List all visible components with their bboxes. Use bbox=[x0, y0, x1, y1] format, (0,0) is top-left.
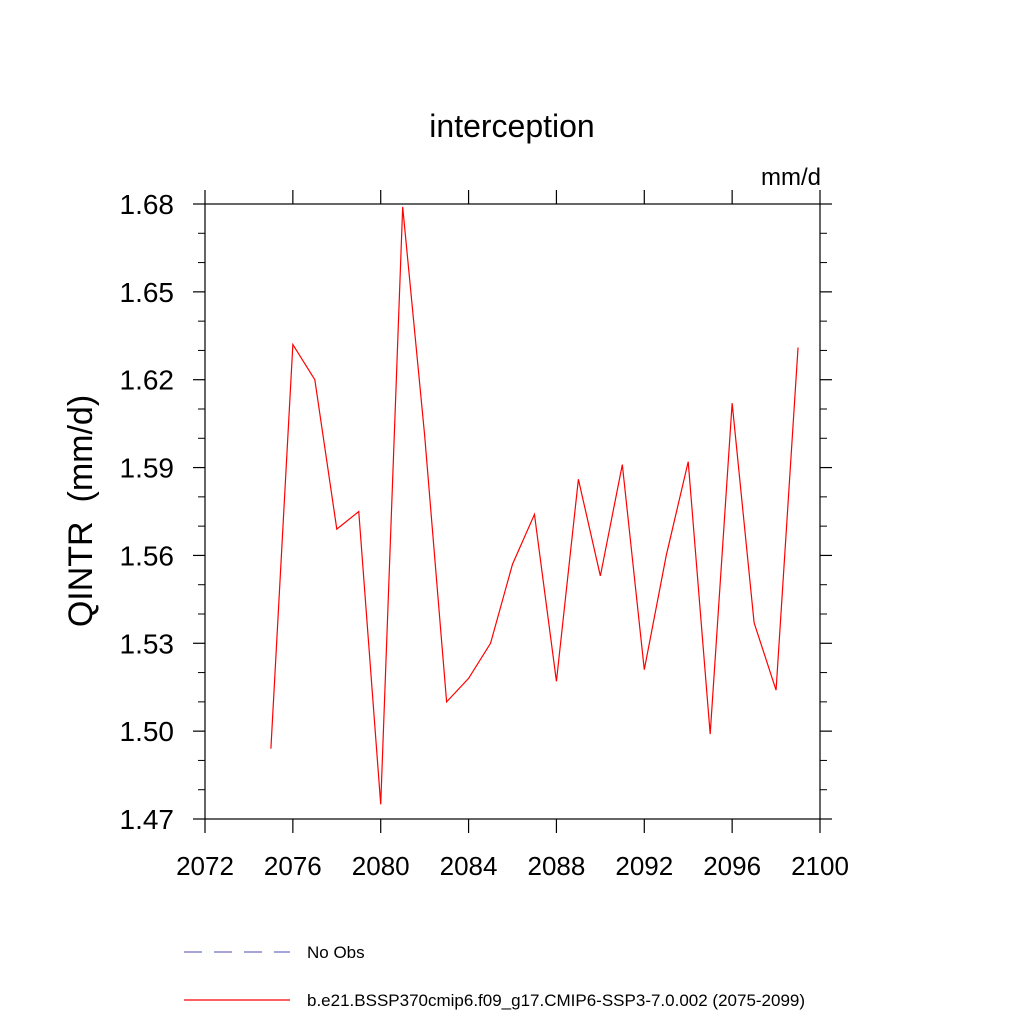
y-tick-label: 1.47 bbox=[120, 804, 175, 835]
legend-label-1: b.e21.BSSP370cmip6.f09_g17.CMIP6-SSP3-7.… bbox=[307, 991, 805, 1010]
y-tick-label: 1.53 bbox=[120, 628, 175, 659]
y-tick-label: 1.59 bbox=[120, 453, 175, 484]
y-tick-label: 1.50 bbox=[120, 716, 175, 747]
x-tick-label: 2084 bbox=[440, 851, 498, 881]
legend: No Obs b.e21.BSSP370cmip6.f09_g17.CMIP6-S… bbox=[184, 943, 805, 1010]
plot-frame bbox=[204, 203, 821, 820]
x-tick-label: 2100 bbox=[791, 851, 849, 881]
x-tick-label: 2088 bbox=[528, 851, 586, 881]
x-tick-label: 2092 bbox=[615, 851, 673, 881]
y-tick-label: 1.65 bbox=[120, 277, 175, 308]
x-tick-label: 2076 bbox=[264, 851, 322, 881]
x-tick-label: 2096 bbox=[703, 851, 761, 881]
x-tick-label: 2072 bbox=[176, 851, 234, 881]
x-tick-label: 2080 bbox=[352, 851, 410, 881]
axis-ticks bbox=[193, 190, 832, 833]
y-axis-label: QINTR (mm/d) bbox=[62, 395, 100, 627]
legend-label-0: No Obs bbox=[307, 943, 365, 962]
chart-title: interception bbox=[429, 108, 594, 144]
units-label: mm/d bbox=[761, 164, 821, 191]
y-tick-label: 1.56 bbox=[120, 540, 175, 571]
series-line-1 bbox=[270, 206, 799, 805]
y-tick-label: 1.62 bbox=[120, 365, 175, 396]
series-lines bbox=[270, 206, 799, 805]
tick-labels: 2072 2076 2080 2084 2088 2092 2096 2100 1.47 1.50… bbox=[120, 189, 849, 881]
y-tick-label: 1.68 bbox=[120, 189, 175, 220]
